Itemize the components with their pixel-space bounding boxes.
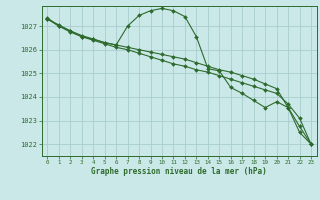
X-axis label: Graphe pression niveau de la mer (hPa): Graphe pression niveau de la mer (hPa) xyxy=(91,167,267,176)
